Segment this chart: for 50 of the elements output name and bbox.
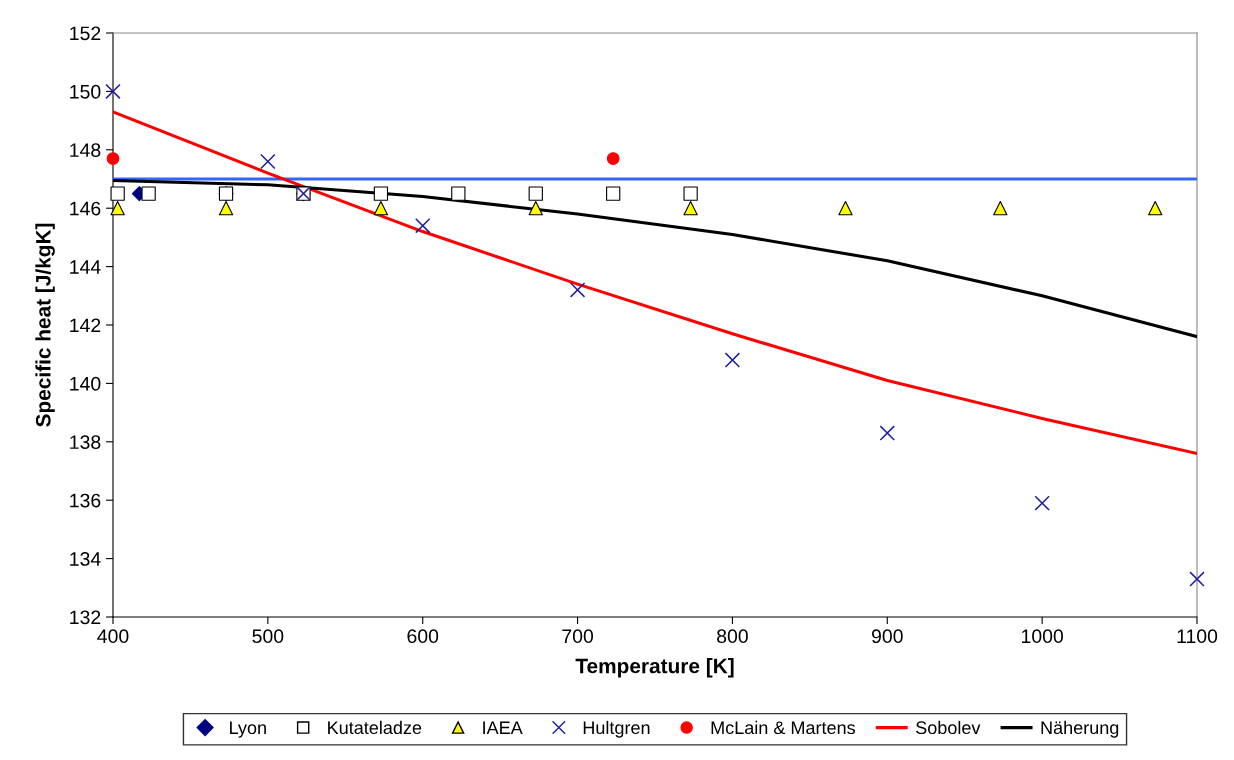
- point: [260, 153, 276, 170]
- y-tick-label: 146: [70, 201, 101, 216]
- legend-label: Näherung: [1041, 720, 1119, 738]
- y-tick-label: 152: [70, 26, 101, 41]
- point: [141, 186, 156, 201]
- point: [1189, 571, 1205, 587]
- legend-label: IAEA: [483, 721, 523, 734]
- point: [724, 352, 741, 368]
- point: [415, 218, 431, 234]
- y-tick-label: 148: [70, 143, 101, 158]
- point: [106, 152, 120, 165]
- point: [683, 201, 698, 216]
- x-tick-label: 900: [871, 629, 903, 644]
- point: [879, 425, 895, 441]
- x-tick-label: 1100: [1177, 629, 1218, 644]
- y-tick-label: 142: [70, 318, 101, 333]
- point: [373, 201, 389, 216]
- x-axis-title: Temperature [K]: [575, 658, 734, 678]
- x-tick-label: 500: [252, 629, 284, 644]
- point: [1148, 201, 1163, 216]
- legend-label: McLain & Martens: [711, 720, 855, 735]
- point: [993, 201, 1008, 216]
- point: [218, 201, 234, 216]
- point: [1034, 495, 1050, 511]
- point: [606, 152, 620, 165]
- y-tick-label: 138: [70, 435, 101, 450]
- legend-label: Sobolev: [916, 720, 981, 735]
- line-series: [113, 110, 1197, 456]
- legend-label: Kutateladze: [328, 720, 422, 735]
- x-tick-label: 1000: [1022, 629, 1064, 644]
- y-tick-label: 144: [70, 260, 101, 274]
- point: [838, 201, 853, 216]
- point: [373, 186, 389, 201]
- point: [110, 186, 125, 201]
- point: [569, 282, 586, 298]
- point: [105, 83, 121, 100]
- x-tick-label: 800: [717, 629, 748, 644]
- legend-label: Lyon: [230, 721, 266, 738]
- legend-label: Hultgren: [583, 720, 650, 738]
- point: [110, 201, 125, 216]
- x-tick-label: 600: [407, 629, 439, 644]
- y-tick-label: 132: [70, 610, 101, 625]
- y-tick-label: 150: [70, 84, 101, 99]
- x-tick-label: 700: [562, 629, 594, 644]
- x-tick-label: 400: [97, 629, 129, 644]
- y-tick-label: 134: [70, 552, 101, 566]
- y-tick-label: 136: [70, 493, 101, 508]
- y-axis-title: Specific heat [J/kgK]: [35, 223, 55, 427]
- y-tick-label: 140: [70, 376, 101, 391]
- point: [528, 201, 543, 216]
